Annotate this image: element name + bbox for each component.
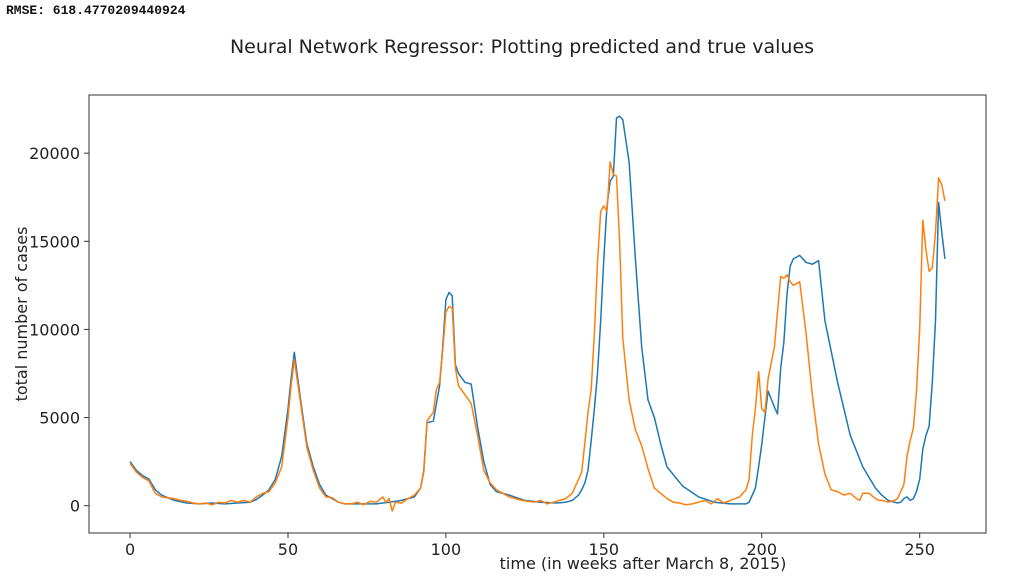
series-line-true [130, 116, 945, 504]
x-tick-label: 250 [904, 540, 935, 559]
y-tick-label: 15000 [29, 232, 80, 251]
plot-frame [89, 95, 986, 533]
y-tick-label: 10000 [29, 320, 80, 339]
x-axis-label: time (in weeks after March 8, 2015) [500, 554, 787, 573]
y-tick-label: 0 [70, 497, 80, 516]
y-axis-label: total number of cases [12, 227, 31, 402]
x-tick-label: 100 [431, 540, 462, 559]
y-tick-label: 5000 [39, 409, 80, 428]
plot-lines [130, 116, 945, 511]
y-tick-label: 20000 [29, 144, 80, 163]
x-tick-label: 0 [125, 540, 135, 559]
chart-title: Neural Network Regressor: Plotting predi… [230, 36, 814, 58]
series-line-predicted [130, 162, 945, 511]
x-tick-label: 50 [278, 540, 298, 559]
